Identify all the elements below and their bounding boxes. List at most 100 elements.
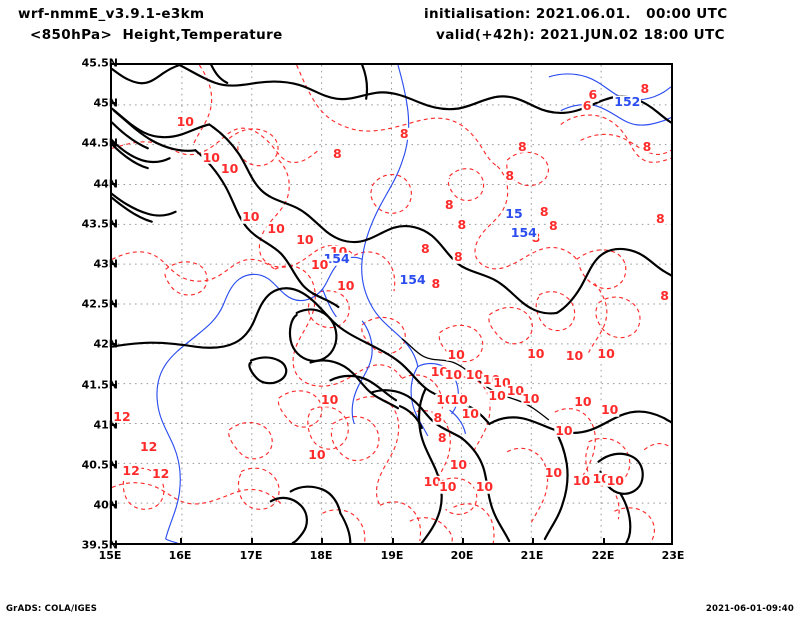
contour-label-6-4: 6 <box>587 86 599 102</box>
contour-label-10-62: 10 <box>543 464 564 480</box>
contour-label-10-44: 10 <box>487 388 507 404</box>
y-tick-45N: 45N <box>93 96 118 110</box>
y-tick-41.5N: 41.5N <box>81 378 118 392</box>
y-tick-43.5N: 43.5N <box>81 217 118 231</box>
contour-label-152-7: 152 <box>613 93 642 109</box>
contour-label-12-56: 12 <box>150 466 171 482</box>
contour-label-10-47: 10 <box>599 401 620 417</box>
y-tickmark-41.5N <box>110 384 117 386</box>
x-tick-19E: 19E <box>380 549 404 562</box>
x-tickmark-20E <box>462 538 464 545</box>
contour-label-10-59: 10 <box>422 474 442 490</box>
y-tickmark-43N <box>110 263 117 265</box>
grads-credit-label: GrADS: COLA/IGES <box>6 604 98 614</box>
contour-label-10-21: 10 <box>295 231 315 247</box>
contour-label-8-31: 8 <box>659 287 670 303</box>
contour-label-10-34: 10 <box>564 347 585 363</box>
contour-label-10-12: 10 <box>241 208 261 224</box>
contour-label-10-48: 10 <box>460 405 480 421</box>
contour-label-10-45: 10 <box>521 390 541 406</box>
contour-label-8-25: 8 <box>453 249 464 265</box>
contour-label-10-37: 10 <box>443 366 464 382</box>
y-tick-39.5N: 39.5N <box>81 538 118 552</box>
contour-label-154-28: 154 <box>398 271 427 287</box>
contour-label-8-1: 8 <box>398 125 410 141</box>
map-canvas <box>112 65 671 543</box>
contour-label-10-61: 10 <box>474 478 495 494</box>
contour-label-10-27: 10 <box>309 257 330 273</box>
contour-label-10-58: 10 <box>448 456 469 472</box>
contour-label-8-14: 8 <box>456 217 468 233</box>
x-tick-15E: 15E <box>98 549 122 562</box>
contour-label-10-43: 10 <box>449 392 469 408</box>
contour-label-154-24: 154 <box>509 225 538 241</box>
y-tick-42N: 42N <box>93 337 118 351</box>
y-tickmark-44N <box>110 183 117 185</box>
initialisation-time-label: initialisation: 2021.06.01. 00:00 UTC <box>424 6 728 22</box>
contour-label-10-10: 10 <box>201 149 221 165</box>
level-fields-label: <850hPa> Height,Temperature <box>30 27 283 43</box>
contour-label-8-13: 8 <box>443 196 455 212</box>
map-plot-area <box>110 63 673 545</box>
x-tick-16E: 16E <box>168 549 192 562</box>
contour-label-8-2: 8 <box>331 145 343 161</box>
y-tickmark-41N <box>110 424 117 426</box>
contour-label-6-5: 6 <box>581 98 593 114</box>
contour-label-10-57: 10 <box>307 446 327 462</box>
contour-label-8-9: 8 <box>641 138 653 154</box>
contour-label-10-41: 10 <box>505 382 526 398</box>
contour-label-8-15: 8 <box>538 204 550 220</box>
contour-label-10-46: 10 <box>573 393 593 409</box>
y-tick-40N: 40N <box>93 498 118 512</box>
contour-label-8-3: 8 <box>517 138 528 154</box>
contour-label-10-20: 10 <box>266 220 286 236</box>
contour-label-10-0: 10 <box>175 113 195 129</box>
contour-label-10-38: 10 <box>464 366 485 382</box>
contour-label-10-60: 10 <box>438 478 458 494</box>
contour-label-8-23: 8 <box>419 241 431 257</box>
contour-label-10-65: 10 <box>605 472 625 488</box>
y-tickmark-43.5N <box>110 223 117 225</box>
x-tick-23E: 23E <box>661 549 685 562</box>
contour-label-8-30: 8 <box>430 275 442 291</box>
y-tickmark-40N <box>110 504 117 506</box>
contour-label-10-52: 10 <box>319 392 340 408</box>
contour-label-12-55: 12 <box>121 462 141 478</box>
y-tick-45.5N: 45.5N <box>81 56 118 70</box>
x-tick-21E: 21E <box>520 549 544 562</box>
contour-label-10-51: 10 <box>554 422 574 438</box>
contour-label-8-6: 8 <box>639 80 651 96</box>
x-tick-22E: 22E <box>591 549 615 562</box>
x-tickmark-21E <box>532 538 534 545</box>
contour-label-12-53: 12 <box>112 408 132 424</box>
gridlines <box>112 65 671 543</box>
x-tickmark-19E <box>392 538 394 545</box>
y-tick-44.5N: 44.5N <box>81 136 118 150</box>
model-name-label: wrf-nmmE_v3.9.1-e3km <box>18 6 205 22</box>
y-tickmark-44.5N <box>110 142 117 144</box>
y-tickmark-45N <box>110 102 117 104</box>
y-tick-42.5N: 42.5N <box>81 297 118 311</box>
y-tick-41N: 41N <box>93 418 118 432</box>
x-tick-20E: 20E <box>450 549 474 562</box>
render-timestamp-label: 2021-06-01-09:40 <box>705 604 794 614</box>
x-tick-18E: 18E <box>309 549 333 562</box>
contour-label-8-8: 8 <box>504 167 516 183</box>
contour-label-8-49: 8 <box>432 409 444 425</box>
contour-label-8-16: 8 <box>548 217 559 233</box>
coastlines-borders <box>112 65 671 543</box>
temperature-contours <box>112 65 671 543</box>
x-tick-17E: 17E <box>239 549 263 562</box>
y-tick-43N: 43N <box>93 257 118 271</box>
contour-label-10-63: 10 <box>571 472 592 488</box>
contour-label-10-35: 10 <box>596 345 616 361</box>
contour-label-10-32: 10 <box>446 346 466 362</box>
x-tickmark-18E <box>321 538 323 545</box>
height-contours <box>156 65 671 543</box>
x-tickmark-22E <box>603 538 605 545</box>
contour-label-10-11: 10 <box>219 160 240 176</box>
contour-label-15-17: 15 <box>504 205 524 221</box>
contour-label-12-54: 12 <box>138 438 159 454</box>
contour-label-8-50: 8 <box>436 429 448 445</box>
contour-label-154-26: 154 <box>322 250 351 266</box>
